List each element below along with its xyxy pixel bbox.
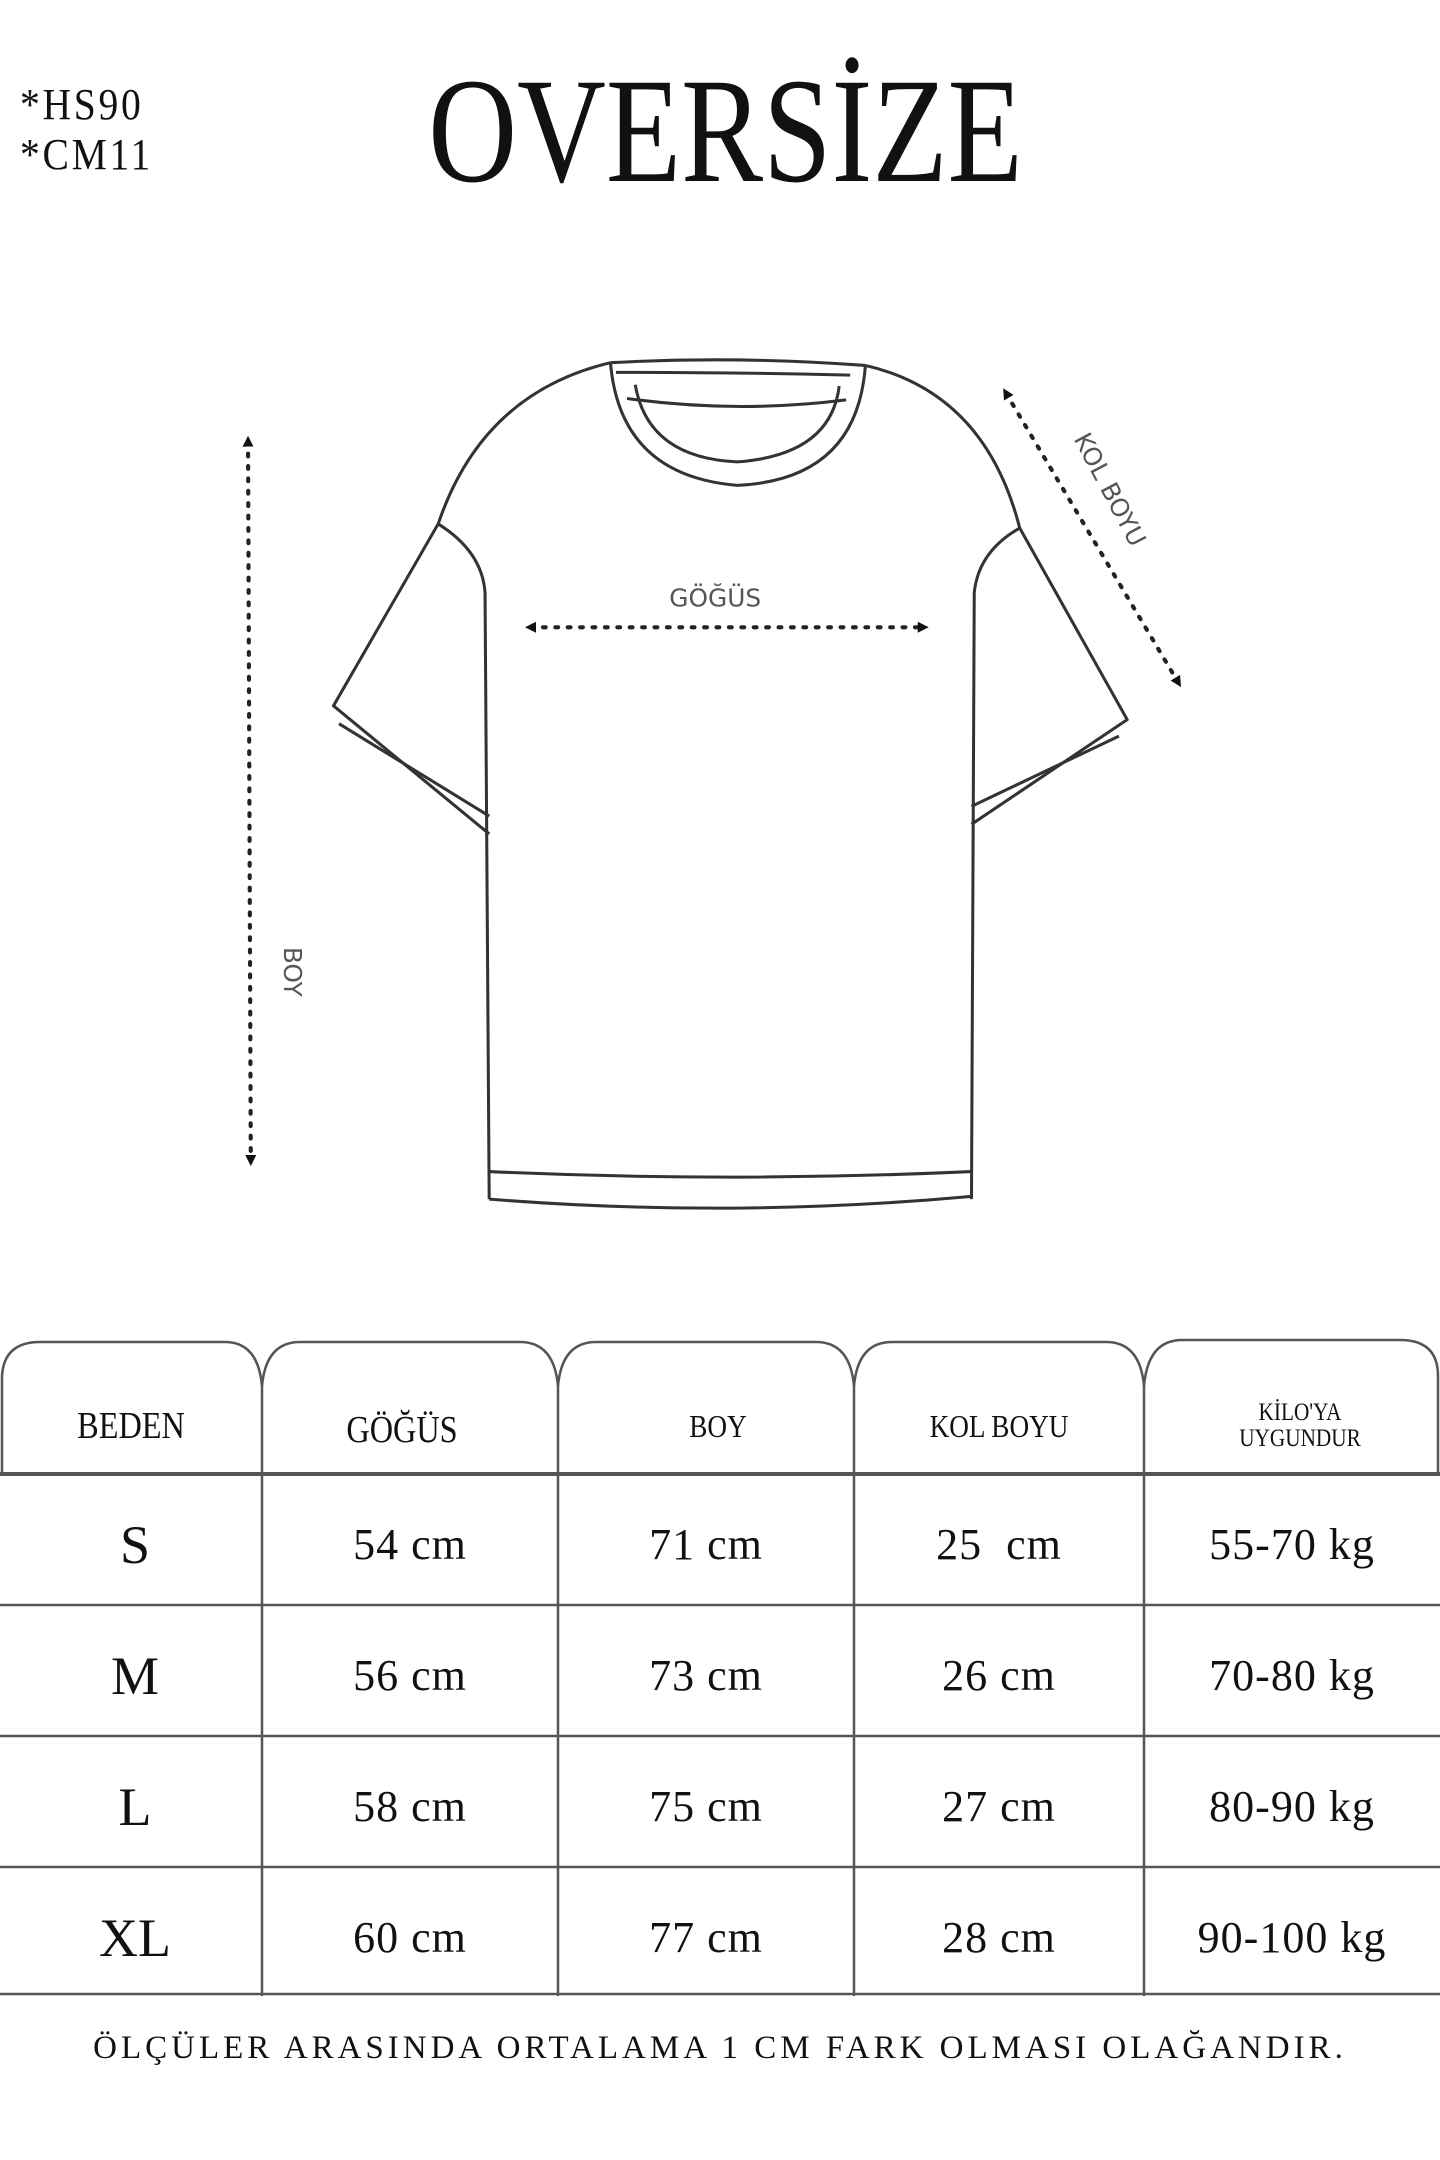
- table-cell: 77 cm: [649, 1913, 763, 1962]
- table-cell: 80-90 kg: [1209, 1782, 1375, 1831]
- table-cell: 70-80 kg: [1209, 1651, 1375, 1700]
- size-cell: XL: [99, 1907, 171, 1968]
- length-arrow: [242, 435, 257, 1167]
- chest-label: GÖĞÜS: [669, 583, 761, 613]
- page-title-text: OVERSİZE: [427, 48, 1023, 214]
- tshirt-outline: [331, 358, 1129, 1210]
- table-cell: 25 cm: [936, 1520, 1062, 1569]
- table-cell: 54 cm: [353, 1520, 467, 1569]
- header-gogus: GÖĞÜS: [346, 1409, 458, 1451]
- table-cell: 26 cm: [942, 1651, 1056, 1700]
- table-cell: 58 cm: [353, 1782, 467, 1831]
- table-cell: 28 cm: [942, 1913, 1056, 1962]
- table-cell: 90-100 kg: [1197, 1913, 1387, 1962]
- table-grid: [0, 1338, 1440, 1996]
- table-cell: 75 cm: [649, 1782, 763, 1831]
- size-cell: M: [110, 1645, 159, 1706]
- header-kilo: KİLO'YA UYGUNDUR: [1239, 1399, 1361, 1452]
- product-code: *CM11: [20, 130, 154, 179]
- header-boy: BOY: [689, 1407, 747, 1444]
- table-cell: 71 cm: [649, 1520, 763, 1569]
- footer-note: ÖLÇÜLER ARASINDA ORTALAMA 1 CM FARK OLMA…: [93, 2030, 1347, 2066]
- product-codes: *HS90 *CM11: [20, 80, 168, 180]
- table-cell: 56 cm: [353, 1651, 467, 1700]
- sleeve-label: KOL BOYU: [1068, 428, 1152, 551]
- size-cell: S: [119, 1514, 151, 1575]
- product-code: *HS90: [20, 80, 144, 129]
- header-beden: BEDEN: [77, 1405, 185, 1447]
- table-cell: 60 cm: [353, 1913, 467, 1962]
- page-title: OVERSİZE: [0, 56, 1440, 206]
- tshirt-diagram: GÖĞÜS BOY KOL BOYU: [242, 358, 1182, 1210]
- table-cell: 55-70 kg: [1209, 1520, 1375, 1569]
- table-cell: 27 cm: [942, 1782, 1056, 1831]
- length-label: BOY: [278, 947, 307, 998]
- header-kol-boyu: KOL BOYU: [929, 1407, 1069, 1444]
- size-cell: L: [118, 1776, 152, 1837]
- table-cell: 73 cm: [649, 1651, 763, 1700]
- size-table: BEDEN GÖĞÜS BOY KOL BOYU KİLO'YA UYGUNDU…: [0, 1336, 1440, 1996]
